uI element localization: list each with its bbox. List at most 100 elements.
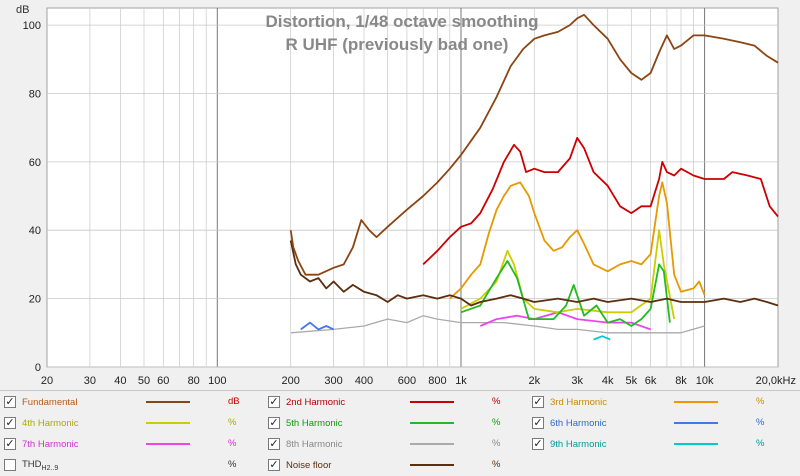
x-tick-label: 50 xyxy=(138,375,150,387)
series-lines xyxy=(289,13,779,341)
x-tick-label: 5k xyxy=(625,375,637,387)
x-tick-label: 80 xyxy=(188,375,200,387)
legend-swatch xyxy=(674,443,718,445)
y-tick-label: 0 xyxy=(35,362,41,374)
legend-panel: ✓ Fundamental dB ✓ 2nd Harmonic% ✓ 3rd Harmoni… xyxy=(0,390,800,476)
legend-item-fundamental: ✓ Fundamental xyxy=(4,393,190,411)
legend-label: THDH2..9 xyxy=(22,458,59,472)
legend-item-4th-harmonic: ✓ 4th Harmonic xyxy=(4,414,190,432)
legend-swatch xyxy=(674,422,718,424)
legend-item-5th-harmonic: ✓ 5th Harmonic xyxy=(268,414,454,432)
legend-item-7th-harmonic: ✓ 7th Harmonic xyxy=(4,435,190,453)
y-tick-label: 80 xyxy=(29,89,41,101)
y-tick-label: 20 xyxy=(29,294,41,306)
legend-unit: % xyxy=(228,459,237,470)
chart-subtitle: R UHF (previously bad one) xyxy=(286,35,509,54)
legend-unit: % xyxy=(756,417,765,428)
legend-item-9th-harmonic: ✓ 9th Harmonic xyxy=(532,435,718,453)
y-tick-label: 100 xyxy=(23,20,41,32)
legend-swatch xyxy=(674,401,718,403)
x-tick-label: 800 xyxy=(428,375,446,387)
legend-checkbox-9th-harmonic[interactable]: ✓ xyxy=(532,438,544,450)
legend-checkbox-3rd-harmonic[interactable]: ✓ xyxy=(532,396,544,408)
y-tick-label: 60 xyxy=(29,157,41,169)
y-tick-labels: 0 20 40 60 80 100 xyxy=(23,20,41,374)
x-tick-label: 400 xyxy=(355,375,373,387)
legend-label: 6th Harmonic xyxy=(550,417,607,429)
legend-unit: % xyxy=(492,396,501,407)
legend-label: Fundamental xyxy=(22,396,78,408)
legend-label: 4th Harmonic xyxy=(22,417,79,429)
legend-unit: % xyxy=(228,417,237,428)
x-tick-label: 60 xyxy=(157,375,169,387)
legend-label: 8th Harmonic xyxy=(286,438,343,450)
legend-checkbox-7th-harmonic[interactable]: ✓ xyxy=(4,438,16,450)
x-tick-labels: 20 30 40 50 60 80 100 200 300 400 600 800 1k 2k 3k 4k 5k… xyxy=(41,375,796,387)
legend-swatch xyxy=(410,401,454,403)
legend-checkbox-8th-harmonic[interactable]: ✓ xyxy=(268,438,280,450)
series-line-fundamental xyxy=(289,13,779,276)
legend-item-noise-floor: ✓ Noise floor xyxy=(268,456,454,474)
series-line-9th-harmonic xyxy=(593,335,611,341)
x-tick-label: 2k xyxy=(528,375,540,387)
legend-swatch xyxy=(410,422,454,424)
x-tick-label: 20 xyxy=(41,375,53,387)
legend-checkbox-noise-floor[interactable]: ✓ xyxy=(268,459,280,471)
x-tick-label: 20,0kHz xyxy=(756,375,796,387)
legend-label: Noise floor xyxy=(286,459,332,471)
x-tick-label: 1k xyxy=(455,375,467,387)
distortion-chart: 20 30 40 50 60 80 100 200 300 400 600 800 1k 2k 3k 4k 5k… xyxy=(16,4,796,387)
legend-label: 9th Harmonic xyxy=(550,438,607,450)
legend-label: 7th Harmonic xyxy=(22,438,79,450)
x-tick-label: 3k xyxy=(571,375,583,387)
legend-item-3rd-harmonic: ✓ 3rd Harmonic xyxy=(532,393,718,411)
legend-item-8th-harmonic: ✓ 8th Harmonic xyxy=(268,435,454,453)
legend-unit: % xyxy=(756,438,765,449)
legend-checkbox-fundamental[interactable]: ✓ xyxy=(4,396,16,408)
legend-label: 5th Harmonic xyxy=(286,417,343,429)
legend-label: 2nd Harmonic xyxy=(286,396,346,408)
series-line-5th-harmonic xyxy=(460,260,671,327)
x-tick-label: 6k xyxy=(645,375,657,387)
series-line-3rd-harmonic xyxy=(449,181,706,300)
legend-unit: % xyxy=(492,459,501,470)
grid xyxy=(47,8,778,368)
legend-item-2nd-harmonic: ✓ 2nd Harmonic xyxy=(268,393,454,411)
legend-unit: % xyxy=(492,417,501,428)
y-axis-label: dB xyxy=(16,4,29,16)
series-line-noise-floor xyxy=(289,240,779,307)
legend-swatch xyxy=(410,464,454,466)
x-tick-label: 100 xyxy=(208,375,226,387)
x-tick-label: 8k xyxy=(675,375,687,387)
x-tick-label: 30 xyxy=(84,375,96,387)
chart-title: Distortion, 1/48 octave smoothing xyxy=(266,12,539,31)
legend-checkbox-6th-harmonic[interactable]: ✓ xyxy=(532,417,544,429)
legend-unit: % xyxy=(492,438,501,449)
legend-unit: % xyxy=(756,396,765,407)
x-tick-label: 300 xyxy=(324,375,342,387)
x-tick-label: 4k xyxy=(602,375,614,387)
legend-unit: % xyxy=(228,438,237,449)
legend-checkbox-5th-harmonic[interactable]: ✓ xyxy=(268,417,280,429)
legend-swatch xyxy=(146,464,190,466)
legend-swatch xyxy=(146,422,190,424)
legend-label: 3rd Harmonic xyxy=(550,396,608,408)
legend-swatch xyxy=(146,401,190,403)
legend-checkbox-thd[interactable] xyxy=(4,459,16,471)
series-line-2nd-harmonic xyxy=(422,137,779,266)
series-line-6th-harmonic xyxy=(300,321,334,331)
x-tick-label: 200 xyxy=(282,375,300,387)
x-tick-label: 40 xyxy=(114,375,126,387)
y-tick-label: 40 xyxy=(29,225,41,237)
legend-item-thd: THDH2..9 xyxy=(4,456,190,474)
x-tick-label: 600 xyxy=(398,375,416,387)
legend-checkbox-2nd-harmonic[interactable]: ✓ xyxy=(268,396,280,408)
legend-item-6th-harmonic: ✓ 6th Harmonic xyxy=(532,414,718,432)
x-tick-label: 10k xyxy=(696,375,714,387)
legend-checkbox-4th-harmonic[interactable]: ✓ xyxy=(4,417,16,429)
series-line-8th-harmonic xyxy=(290,315,705,334)
legend-unit: dB xyxy=(228,396,240,407)
legend-swatch xyxy=(146,443,190,445)
legend-swatch xyxy=(410,443,454,445)
